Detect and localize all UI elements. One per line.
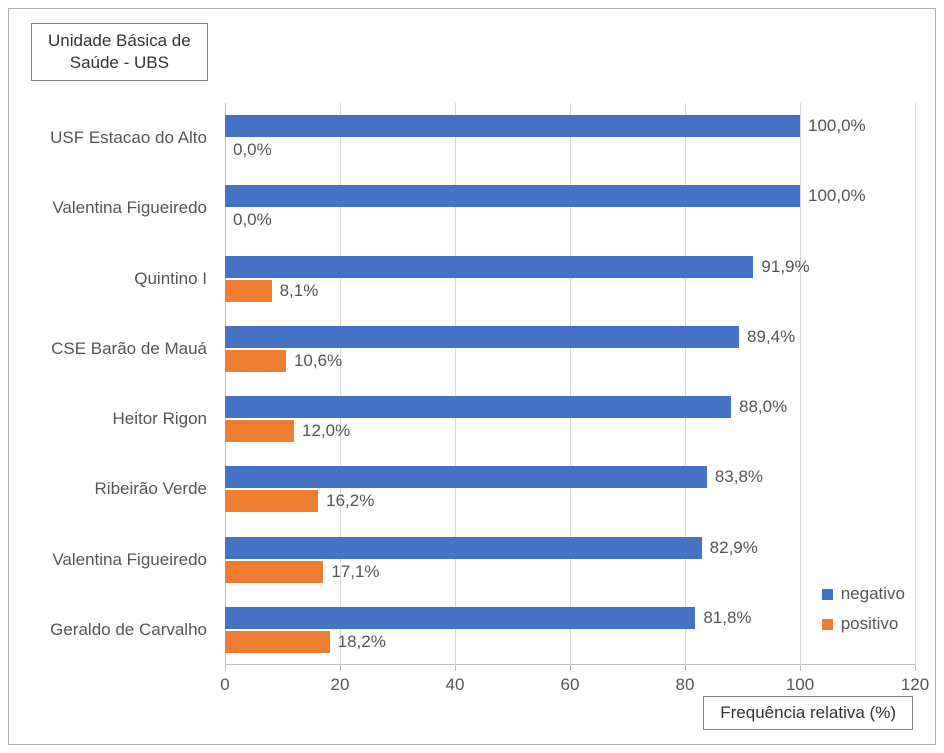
bar-label-negativo: 91,9%: [761, 257, 809, 277]
bar-label-positivo: 8,1%: [280, 281, 319, 301]
bar-label-positivo: 0,0%: [233, 210, 272, 230]
x-tick: [915, 665, 916, 671]
category-label: Valentina Figueiredo: [5, 198, 215, 218]
bar-negativo: [225, 185, 800, 207]
x-axis-title: Frequência relativa (%): [720, 703, 896, 722]
x-tick: [685, 665, 686, 671]
x-tick: [225, 665, 226, 671]
x-tick: [340, 665, 341, 671]
bar-label-negativo: 100,0%: [808, 116, 866, 136]
category-label: Heitor Rigon: [5, 409, 215, 429]
bar-label-negativo: 100,0%: [808, 186, 866, 206]
legend-label-positivo: positivo: [841, 614, 899, 634]
category-row: CSE Barão de Mauá89,4%10,6%: [9, 314, 935, 384]
legend-swatch-negativo: [822, 589, 833, 600]
x-tick-label: 80: [676, 675, 695, 695]
bar-label-negativo: 89,4%: [747, 327, 795, 347]
category-label: CSE Barão de Mauá: [5, 339, 215, 359]
chart-title-line2: Saúde - UBS: [48, 52, 191, 74]
category-row: Valentina Figueiredo100,0%0,0%: [9, 173, 935, 243]
legend-item-negativo: negativo: [822, 584, 905, 604]
bar-negativo: [225, 326, 739, 348]
bar-label-negativo: 81,8%: [703, 608, 751, 628]
x-tick: [570, 665, 571, 671]
legend-label-negativo: negativo: [841, 584, 905, 604]
bar-negativo: [225, 256, 753, 278]
x-tick-label: 40: [446, 675, 465, 695]
x-tick-label: 100: [786, 675, 814, 695]
legend: negativo positivo: [822, 574, 905, 644]
bar-positivo: [225, 350, 286, 372]
bar-positivo: [225, 420, 294, 442]
bar-positivo: [225, 631, 330, 653]
bar-label-negativo: 82,9%: [710, 538, 758, 558]
bar-negativo: [225, 396, 731, 418]
legend-swatch-positivo: [822, 619, 833, 630]
bar-label-positivo: 0,0%: [233, 140, 272, 160]
bar-negativo: [225, 466, 707, 488]
bar-label-negativo: 83,8%: [715, 467, 763, 487]
category-row: Ribeirão Verde83,8%16,2%: [9, 454, 935, 524]
bar-label-positivo: 17,1%: [331, 562, 379, 582]
chart-container: Unidade Básica de Saúde - UBS USF Estaca…: [8, 8, 936, 745]
x-tick-label: 60: [561, 675, 580, 695]
x-tick-label: 0: [220, 675, 229, 695]
category-row: Geraldo de Carvalho81,8%18,2%: [9, 595, 935, 665]
category-row: Valentina Figueiredo82,9%17,1%: [9, 525, 935, 595]
category-row: Heitor Rigon88,0%12,0%: [9, 384, 935, 454]
category-label: Valentina Figueiredo: [5, 550, 215, 570]
category-row: USF Estacao do Alto100,0%0,0%: [9, 103, 935, 173]
legend-item-positivo: positivo: [822, 614, 905, 634]
chart-title-box: Unidade Básica de Saúde - UBS: [31, 23, 208, 81]
x-tick-label: 20: [331, 675, 350, 695]
bar-positivo: [225, 280, 272, 302]
chart-title-line1: Unidade Básica de: [48, 30, 191, 52]
bar-negativo: [225, 537, 702, 559]
bar-label-positivo: 18,2%: [338, 632, 386, 652]
x-axis-title-box: Frequência relativa (%): [703, 696, 913, 730]
category-row: Quintino I91,9%8,1%: [9, 244, 935, 314]
bar-label-positivo: 12,0%: [302, 421, 350, 441]
bar-positivo: [225, 490, 318, 512]
category-label: Geraldo de Carvalho: [5, 620, 215, 640]
x-tick-label: 120: [901, 675, 929, 695]
bar-label-positivo: 10,6%: [294, 351, 342, 371]
category-label: USF Estacao do Alto: [5, 128, 215, 148]
bar-positivo: [225, 561, 323, 583]
bar-negativo: [225, 607, 695, 629]
category-label: Quintino I: [5, 269, 215, 289]
bar-label-negativo: 88,0%: [739, 397, 787, 417]
x-tick: [800, 665, 801, 671]
bar-negativo: [225, 115, 800, 137]
category-label: Ribeirão Verde: [5, 479, 215, 499]
x-tick: [455, 665, 456, 671]
bar-label-positivo: 16,2%: [326, 491, 374, 511]
